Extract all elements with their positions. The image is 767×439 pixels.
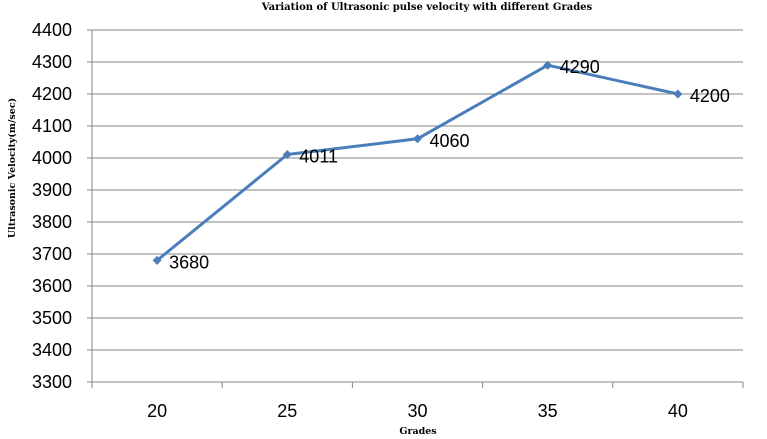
y-tick-label: 3500 [32,308,72,328]
x-tick-label: 20 [147,401,167,421]
x-tick-label: 35 [538,401,558,421]
data-point [543,60,553,70]
y-tick-label: 3700 [32,244,72,264]
axes [87,29,744,388]
y-tick-label: 4200 [32,84,72,104]
x-axis-title: Grades [399,426,436,437]
x-tick-label: 40 [668,401,688,421]
x-tick-label: 30 [407,401,427,421]
data-point [152,255,162,265]
x-axis-ticks: 20 25 30 35 40 [147,401,688,421]
chart-title: Variation of Ultrasonic pulse velocity w… [261,2,593,13]
y-tick-label: 4400 [32,20,72,40]
data-label: 3680 [169,252,209,272]
y-tick-label: 4300 [32,52,72,72]
series-group [152,60,683,265]
y-tick-label: 3900 [32,180,72,200]
y-tick-label: 4100 [32,116,72,136]
data-labels: 3680 4011 4060 4290 4200 [169,57,730,272]
data-point [673,89,683,99]
gridlines [92,29,743,351]
y-tick-label: 3300 [32,372,72,392]
y-tick-label: 4000 [32,148,72,168]
data-point [282,149,292,159]
y-axis-ticks: 3300 3400 3500 3600 3700 3800 3900 4000 4100 4200… [32,20,72,392]
data-label: 4290 [560,57,600,77]
data-label: 4200 [690,86,730,106]
y-axis-title: Ultrasonic Velocity(m/sec) [7,98,18,238]
y-tick-label: 3800 [32,212,72,232]
data-label: 4060 [430,131,470,151]
y-tick-label: 3400 [32,340,72,360]
data-point [413,134,422,144]
x-tick-label: 25 [277,401,297,421]
data-label: 4011 [299,146,338,166]
y-tick-label: 3600 [32,276,72,296]
